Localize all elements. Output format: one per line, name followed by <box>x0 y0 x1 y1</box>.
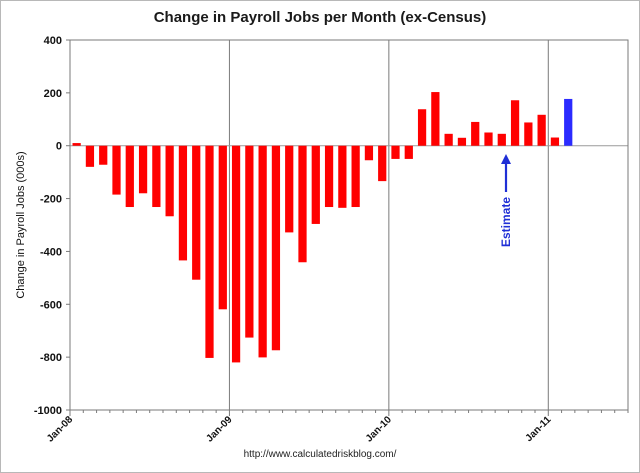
bar <box>510 100 520 146</box>
x-tick-label: Jan-09 <box>204 414 234 444</box>
estimate-annotation: Estimate <box>499 197 513 247</box>
bar <box>152 145 161 208</box>
bar <box>271 145 281 351</box>
source-credit: http://www.calculatedriskblog.com/ <box>243 449 397 460</box>
bar <box>311 145 320 224</box>
bar <box>431 92 440 146</box>
bar <box>178 145 188 261</box>
bar <box>245 145 254 338</box>
estimate-arrow-head <box>501 154 511 164</box>
bar <box>285 145 294 233</box>
bar <box>417 109 427 146</box>
bar <box>258 145 267 358</box>
bar <box>537 114 546 146</box>
bar <box>378 145 387 182</box>
bar <box>125 145 134 208</box>
bar <box>112 145 121 195</box>
y-tick-label: -600 <box>40 299 62 311</box>
bar <box>391 145 400 159</box>
bar <box>72 143 81 146</box>
bar <box>218 145 227 310</box>
bar <box>192 145 201 280</box>
estimate-bar <box>564 98 573 146</box>
y-tick-label: 0 <box>56 141 62 153</box>
y-tick-label: -800 <box>40 352 62 364</box>
y-tick-label: 400 <box>44 35 62 47</box>
plot-area <box>70 40 628 410</box>
bar <box>165 145 174 217</box>
bar <box>444 133 453 146</box>
x-tick-label: Jan-11 <box>524 414 554 444</box>
bar <box>231 145 241 363</box>
x-tick-label: Jan-10 <box>364 414 394 444</box>
bar <box>524 122 533 146</box>
chart-title: Change in Payroll Jobs per Month (ex-Cen… <box>153 9 487 26</box>
bar <box>351 145 360 208</box>
bar <box>497 133 506 146</box>
bar <box>298 145 307 263</box>
y-tick-label: -200 <box>40 194 62 206</box>
bar <box>364 145 374 161</box>
y-tick-label: -400 <box>40 246 62 258</box>
bar <box>404 145 413 159</box>
y-tick-label: -1000 <box>34 405 62 417</box>
bar <box>338 145 347 208</box>
bar <box>85 145 95 167</box>
bar <box>484 132 493 146</box>
bar <box>99 145 108 165</box>
bar <box>324 145 334 208</box>
y-axis-label: Change in Payroll Jobs (000s) <box>15 151 27 298</box>
bar <box>205 145 214 358</box>
bar <box>457 137 467 146</box>
x-tick-label: Jan-08 <box>45 414 75 444</box>
bar <box>471 121 480 146</box>
bar <box>550 137 560 146</box>
bar <box>138 145 148 194</box>
y-tick-label: 200 <box>44 88 62 100</box>
